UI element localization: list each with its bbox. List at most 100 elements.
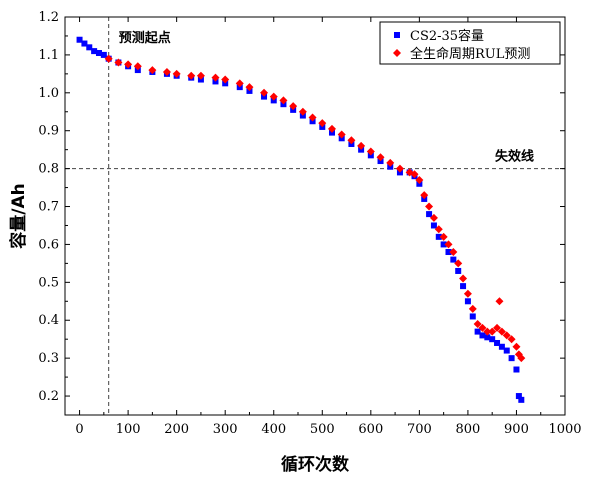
- data-point-measured: [513, 366, 520, 373]
- data-point-measured: [494, 339, 501, 346]
- data-point-predicted: [279, 96, 288, 105]
- series-rul-prediction: [104, 54, 526, 363]
- data-point-predicted: [463, 289, 472, 298]
- data-point-measured: [86, 44, 93, 51]
- x-tick-label: 700: [407, 422, 432, 437]
- data-point-predicted: [327, 124, 336, 133]
- data-point-predicted: [468, 304, 477, 313]
- data-point-predicted: [148, 66, 157, 75]
- data-point-predicted: [517, 354, 526, 363]
- data-point-predicted: [124, 60, 133, 69]
- data-point-measured: [460, 283, 467, 290]
- failure-threshold-label: 失效线: [495, 149, 534, 165]
- data-point-predicted: [449, 248, 458, 257]
- data-point-measured: [445, 249, 452, 256]
- data-point-measured: [430, 222, 437, 229]
- y-tick-label: 1.1: [38, 48, 59, 63]
- data-point-predicted: [386, 158, 395, 167]
- data-point-predicted: [425, 202, 434, 211]
- data-point-predicted: [415, 175, 424, 184]
- data-point-predicted: [395, 164, 404, 173]
- data-point-predicted: [133, 62, 142, 71]
- legend-marker-diamond: [393, 49, 401, 57]
- data-point-predicted: [434, 225, 443, 234]
- data-point-predicted: [429, 213, 438, 222]
- data-point-measured: [489, 336, 496, 343]
- x-tick-label: 800: [455, 422, 480, 437]
- y-tick-label: 0.2: [38, 389, 59, 404]
- x-tick-label: 200: [164, 422, 189, 437]
- data-point-predicted: [211, 73, 220, 82]
- data-point-predicted: [473, 320, 482, 329]
- data-point-predicted: [454, 259, 463, 268]
- x-tick-label: 900: [504, 422, 529, 437]
- data-point-measured: [464, 298, 471, 305]
- plot-frame: [64, 16, 566, 416]
- data-point-predicted: [260, 88, 269, 97]
- data-point-measured: [95, 50, 102, 57]
- data-point-measured: [515, 393, 522, 400]
- data-point-predicted: [114, 58, 123, 67]
- data-point-predicted: [410, 170, 419, 179]
- data-point-measured: [450, 256, 457, 263]
- data-point-predicted: [357, 141, 366, 150]
- data-point-predicted: [488, 327, 497, 336]
- data-point-predicted: [483, 327, 492, 336]
- data-point-measured: [498, 343, 505, 350]
- x-tick-label: 100: [116, 422, 141, 437]
- data-point-predicted: [245, 83, 254, 92]
- x-tick-label: 300: [213, 422, 238, 437]
- data-point-predicted: [512, 342, 521, 351]
- data-point-predicted: [502, 331, 511, 340]
- data-point-predicted: [497, 327, 506, 336]
- y-tick-label: 0.5: [38, 275, 59, 290]
- y-tick-label: 0.3: [38, 351, 59, 366]
- y-axis-title: 容量/Ah: [8, 183, 29, 248]
- legend-box: [379, 21, 561, 65]
- data-point-predicted: [459, 274, 468, 283]
- series-measured-capacity: [76, 36, 525, 403]
- y-tick-label: 0.8: [38, 162, 59, 177]
- data-point-predicted: [444, 240, 453, 249]
- data-point-predicted: [507, 335, 516, 344]
- x-tick-label: 500: [310, 422, 335, 437]
- data-point-predicted: [308, 113, 317, 122]
- x-tick-label: 1000: [548, 422, 581, 437]
- data-point-measured: [81, 40, 88, 47]
- data-point-predicted: [478, 323, 487, 332]
- y-tick-label: 0.9: [38, 124, 59, 139]
- legend-label: 全生命周期RUL预测: [410, 46, 530, 62]
- data-point-measured: [455, 267, 462, 274]
- data-point-measured: [440, 241, 447, 248]
- y-tick-label: 0.4: [38, 313, 59, 328]
- data-point-predicted: [289, 102, 298, 111]
- legend-label: CS2-35容量: [410, 28, 484, 44]
- data-point-measured: [469, 313, 476, 320]
- data-point-measured: [435, 233, 442, 240]
- data-point-predicted: [298, 107, 307, 116]
- data-point-predicted: [162, 67, 171, 76]
- data-point-predicted: [439, 232, 448, 241]
- x-tick-label: 600: [358, 422, 383, 437]
- data-point-predicted: [235, 79, 244, 88]
- data-point-predicted: [318, 119, 327, 128]
- data-point-predicted: [269, 92, 278, 101]
- data-point-measured: [91, 48, 98, 55]
- data-point-predicted: [376, 153, 385, 162]
- data-point-predicted: [495, 297, 504, 306]
- data-point-predicted: [104, 54, 113, 63]
- data-point-predicted: [493, 323, 502, 332]
- data-point-predicted: [347, 136, 356, 145]
- data-point-measured: [426, 211, 433, 218]
- legend-marker-square: [394, 32, 400, 38]
- x-tick-label: 0: [75, 422, 83, 437]
- y-tick-label: 1.2: [38, 10, 59, 25]
- data-point-predicted: [187, 71, 196, 80]
- y-tick-label: 1.0: [38, 86, 59, 101]
- data-point-predicted: [420, 191, 429, 200]
- data-point-measured: [508, 355, 515, 362]
- data-point-predicted: [196, 71, 205, 80]
- prediction-start-label: 预测起点: [119, 30, 171, 46]
